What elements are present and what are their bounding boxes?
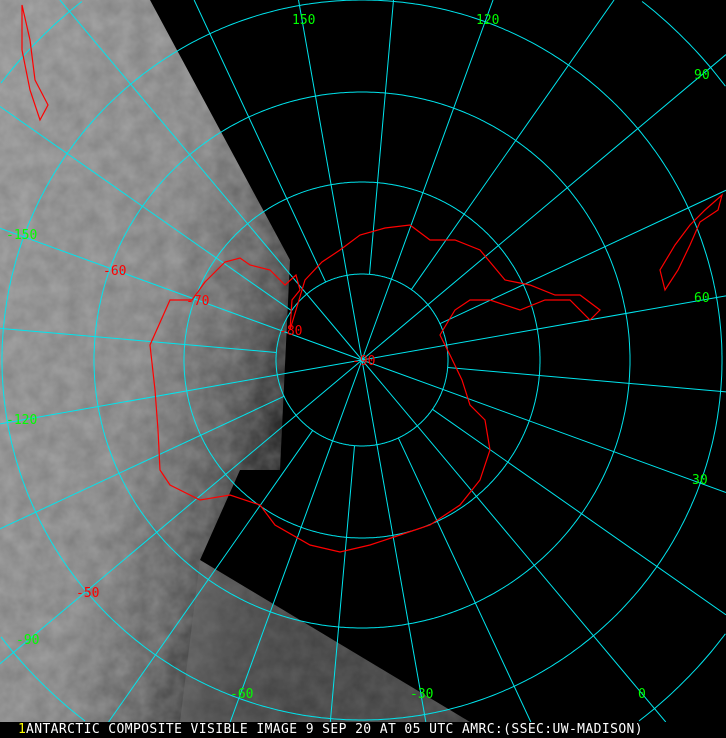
meridian-line: [193, 0, 327, 283]
latitude-label: -90: [352, 354, 375, 369]
meridian-line: [361, 359, 427, 722]
latitude-circle: [638, 633, 726, 722]
meridian-line: [59, 0, 363, 361]
map-canvas: 150 120 90 60 30 0 -30 -60 -90 -120 -150 -90 -80 -70 -…: [0, 0, 726, 722]
meridian-line: [439, 189, 726, 325]
latitude-label: -60: [103, 264, 126, 279]
meridian-line: [0, 227, 363, 361]
longitude-label: 60: [694, 291, 710, 306]
latitude-label: -80: [279, 324, 302, 339]
longitude-label: 90: [694, 68, 710, 83]
coastline: [21, 4, 724, 553]
meridian-line: [229, 359, 363, 722]
grid-labels: 150 120 90 60 30 0 -30 -60 -90 -120 -150 -90 -80 -70 -…: [6, 13, 710, 702]
meridian-line: [361, 359, 726, 493]
meridian-line: [397, 437, 532, 722]
latitude-circle: [275, 273, 449, 447]
latitude-circle: [641, 1, 726, 87]
graticule: [0, 0, 726, 722]
meridian-line: [432, 408, 726, 616]
meridian-line: [447, 366, 726, 393]
meridian-line: [329, 445, 356, 722]
meridian-line: [108, 430, 314, 722]
latitude-circle: [1, 0, 723, 721]
meridian-line: [361, 54, 726, 361]
meridian-line: [298, 0, 363, 361]
longitude-label: 0: [638, 687, 646, 702]
latitude-circle: [0, 1, 83, 84]
image-caption: 1 ANTARCTIC COMPOSITE VISIBLE IMAGE 9 SE…: [0, 722, 726, 738]
longitude-label: -150: [6, 228, 37, 243]
latitude-circle: [93, 91, 631, 629]
longitude-label: -120: [6, 413, 37, 428]
caption-marker: 1: [18, 722, 27, 737]
meridian-line: [361, 359, 667, 722]
meridian-line: [0, 395, 285, 530]
latitude-circle: [183, 181, 541, 539]
longitude-label: 150: [292, 13, 315, 28]
meridian-line: [0, 106, 292, 312]
latitude-label: -70: [186, 294, 209, 309]
meridian-line: [0, 359, 363, 425]
longitude-label: -90: [16, 633, 39, 648]
longitude-label: -60: [230, 687, 253, 702]
meridian-line: [361, 0, 494, 361]
latitude-label: -50: [76, 586, 99, 601]
meridian-line: [0, 327, 277, 354]
longitude-label: -30: [410, 687, 433, 702]
meridian-line: [368, 0, 394, 275]
meridian-line: [361, 295, 726, 361]
longitude-label: 30: [692, 473, 708, 488]
meridian-line: [410, 0, 615, 290]
meridian-line: [0, 359, 363, 665]
longitude-label: 120: [476, 13, 499, 28]
caption-text: ANTARCTIC COMPOSITE VISIBLE IMAGE 9 SEP …: [26, 722, 643, 737]
